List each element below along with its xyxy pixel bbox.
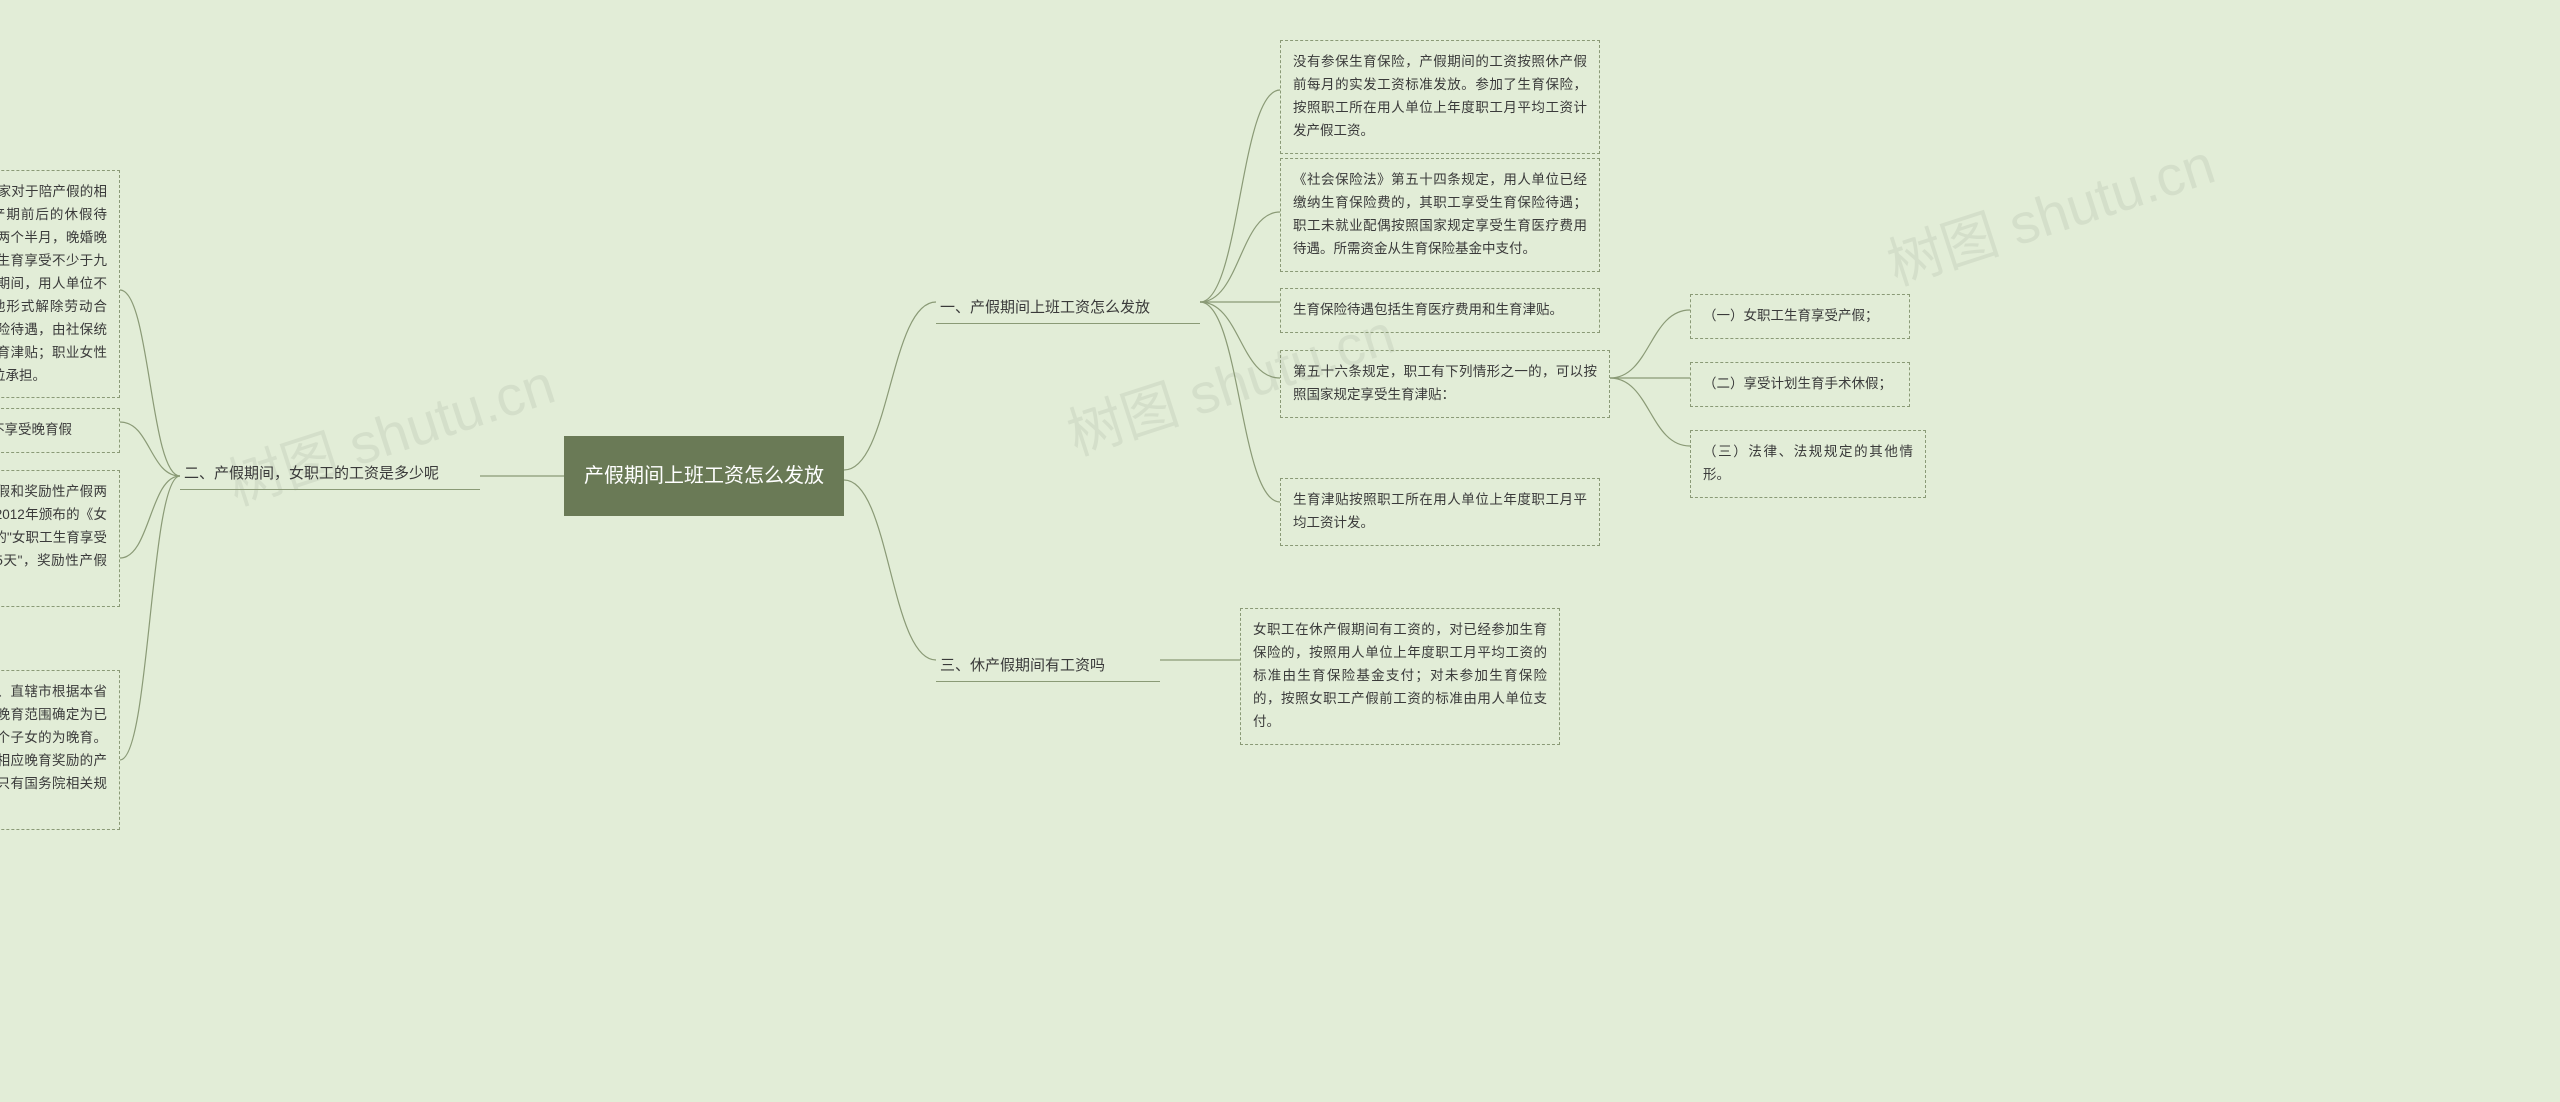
branch-1-label: 一、产假期间上班工资怎么发放	[936, 290, 1200, 324]
watermark-text: 树图 shutu.cn	[216, 340, 564, 522]
branch1-node3: 生育保险待遇包括生育医疗费用和生育津贴。	[1280, 288, 1600, 333]
branch2-node3: 现行的孕妇产假主要由基础性产假和奖励性产假两部分组成。基础性产假为国务院2012…	[0, 470, 120, 607]
branch1-node2: 《社会保险法》第五十四条规定，用人单位已经缴纳生育保险费的，其职工享受生育保险待…	[1280, 158, 1600, 272]
branch1-node4: 第五十六条规定，职工有下列情形之一的，可以按照国家规定享受生育津贴：	[1280, 350, 1610, 418]
branch2-node1: 最新2016年劳动法产假规定，国家对于陪产假的相关规定。产假，是指在职妇女产期前…	[0, 170, 120, 398]
branch2-node4: 对于晚育产假，由各省、自治区、直辖市根据本省计划生育条例规定。不少地区将晚育范围…	[0, 670, 120, 830]
branch2-node2: 现行生二孩规定：不享受晚育假	[0, 408, 120, 453]
branch1-node5: 生育津贴按照职工所在用人单位上年度职工月平均工资计发。	[1280, 478, 1600, 546]
branch1-node4c: （三）法律、法规规定的其他情形。	[1690, 430, 1926, 498]
branch-2-label: 二、产假期间，女职工的工资是多少呢	[180, 456, 480, 490]
watermark-text: 树图 shutu.cn	[1876, 120, 2224, 302]
branch-3-label: 三、休产假期间有工资吗	[936, 648, 1160, 682]
branch3-node1: 女职工在休产假期间有工资的，对已经参加生育保险的，按照用人单位上年度职工月平均工…	[1240, 608, 1560, 745]
branch1-node1: 没有参保生育保险，产假期间的工资按照休产假前每月的实发工资标准发放。参加了生育保…	[1280, 40, 1600, 154]
root-label: 产假期间上班工资怎么发放	[584, 461, 824, 491]
branch1-node4a: （一）女职工生育享受产假；	[1690, 294, 1910, 339]
branch1-node4b: （二）享受计划生育手术休假；	[1690, 362, 1910, 407]
root-node: 产假期间上班工资怎么发放	[564, 436, 844, 516]
